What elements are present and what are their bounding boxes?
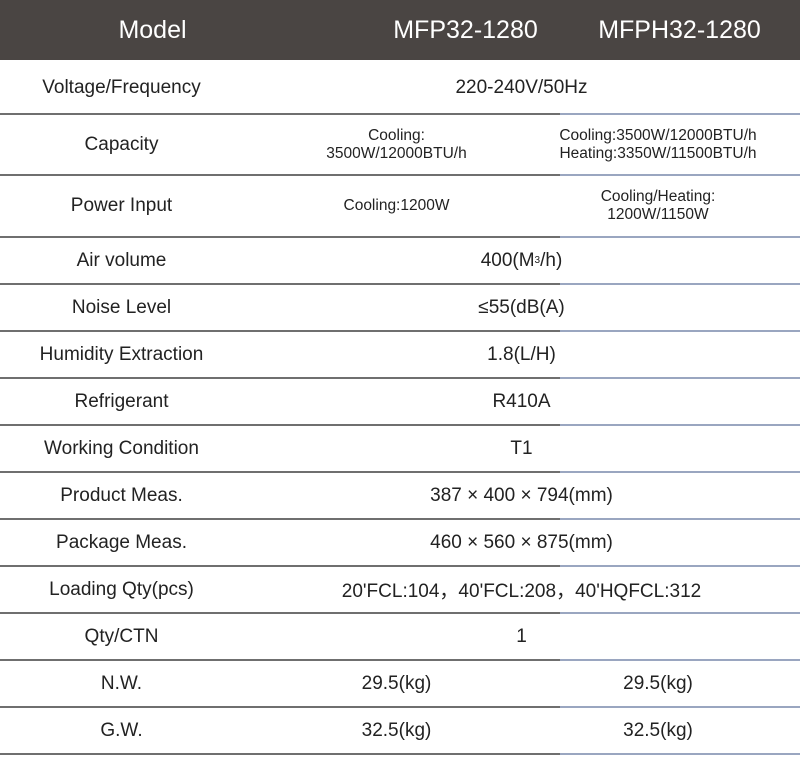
row-divider xyxy=(0,753,800,755)
row-value: 1 xyxy=(516,625,527,647)
table-row-air-volume: Air volume 400(M 3/h) xyxy=(0,238,800,283)
capacity-cooling-label: Cooling: xyxy=(368,126,425,144)
row-divider xyxy=(0,518,800,520)
table-row-working-condition: Working Condition T1 xyxy=(0,426,800,471)
capacity-cooling: Cooling:3500W/12000BTU/h xyxy=(559,126,757,144)
table-row-noise: Noise Level ≤55(dB(A) xyxy=(0,285,800,330)
row-value-model-2: Cooling:3500W/12000BTU/h Heating:3350W/1… xyxy=(526,115,790,174)
header-model-1: MFP32-1280 xyxy=(393,16,538,44)
header-model-2: MFPH32-1280 xyxy=(598,16,761,44)
table-row-voltage: Voltage/Frequency 220-240V/50Hz xyxy=(0,63,800,113)
row-divider xyxy=(0,471,800,473)
table-row-refrigerant: Refrigerant R410A xyxy=(0,379,800,424)
air-value-suffix: /h) xyxy=(540,249,563,271)
row-value: T1 xyxy=(510,437,533,459)
air-value-prefix: 400(M xyxy=(480,249,535,271)
row-value: ≤55(dB(A) xyxy=(478,296,565,318)
row-label: Voltage/Frequency xyxy=(42,77,201,98)
row-divider xyxy=(0,236,800,238)
row-label: N.W. xyxy=(100,672,143,694)
row-label: Capacity xyxy=(84,133,159,155)
table-row-loading-qty: Loading Qty(pcs) 20'FCL:104，40'FCL:208，4… xyxy=(0,567,800,612)
row-value-model-2: 29.5(kg) xyxy=(623,672,693,694)
table-row-power: Power Input Cooling:1200W Cooling/Heatin… xyxy=(0,176,800,236)
row-divider xyxy=(0,330,800,332)
row-value: 460 × 560 × 875(mm) xyxy=(430,531,613,553)
row-label: Product Meas. xyxy=(60,484,183,506)
row-divider xyxy=(0,612,800,614)
power-mode: Cooling/Heating: xyxy=(600,188,716,205)
row-divider xyxy=(0,424,800,426)
row-divider xyxy=(0,377,800,379)
row-value-model-1: Cooling:1200W xyxy=(343,197,450,214)
row-divider xyxy=(0,565,800,567)
row-value: 220-240V/50Hz xyxy=(455,77,588,98)
table-row-qty-ctn: Qty/CTN 1 xyxy=(0,614,800,659)
row-divider xyxy=(0,283,800,285)
row-divider xyxy=(0,659,800,661)
table-row-gross-weight: G.W. 32.5(kg) 32.5(kg) xyxy=(0,708,800,753)
row-value-model-2: 32.5(kg) xyxy=(623,719,693,741)
row-divider xyxy=(0,174,800,176)
table-row-humidity: Humidity Extraction 1.8(L/H) xyxy=(0,332,800,377)
row-label: Qty/CTN xyxy=(84,625,159,647)
row-value: 387 × 400 × 794(mm) xyxy=(430,484,613,506)
row-value: 20'FCL:104，40'FCL:208，40'HQFCL:312 xyxy=(341,581,702,602)
row-label: Power Input xyxy=(70,195,173,216)
table-header: Model MFP32-1280 MFPH32-1280 xyxy=(0,0,800,60)
row-value-model-1: Cooling: 3500W/12000BTU/h xyxy=(283,115,510,174)
row-value-model-1: 32.5(kg) xyxy=(361,719,432,741)
table-row-net-weight: N.W. 29.5(kg) 29.5(kg) xyxy=(0,661,800,706)
air-value-superscript: 3 xyxy=(534,255,541,266)
capacity-heating: Heating:3350W/11500BTU/h xyxy=(559,144,757,162)
row-divider xyxy=(0,706,800,708)
power-watts: 1200W/1150W xyxy=(607,206,709,223)
row-label: Air volume xyxy=(76,249,167,271)
row-value: R410A xyxy=(492,390,551,412)
row-label: Package Meas. xyxy=(56,531,187,553)
row-label: Refrigerant xyxy=(74,390,169,412)
table-row-capacity: Capacity Cooling: 3500W/12000BTU/h Cooli… xyxy=(0,115,800,174)
row-label: G.W. xyxy=(100,719,143,741)
row-label: Working Condition xyxy=(44,437,199,459)
row-label: Noise Level xyxy=(71,296,172,318)
header-model-label: Model xyxy=(118,16,187,44)
row-value: 400(M 3/h) xyxy=(243,238,800,283)
row-divider xyxy=(0,113,800,115)
row-label: Loading Qty(pcs) xyxy=(49,578,194,600)
row-value-model-2: Cooling/Heating: 1200W/1150W xyxy=(526,176,790,236)
table-row-package-meas: Package Meas. 460 × 560 × 875(mm) xyxy=(0,520,800,565)
row-label: Humidity Extraction xyxy=(39,343,204,365)
row-value-model-1: 29.5(kg) xyxy=(361,672,432,694)
row-value: 1.8(L/H) xyxy=(487,343,556,365)
capacity-cooling-value: 3500W/12000BTU/h xyxy=(326,144,467,162)
table-row-product-meas: Product Meas. 387 × 400 × 794(mm) xyxy=(0,473,800,518)
